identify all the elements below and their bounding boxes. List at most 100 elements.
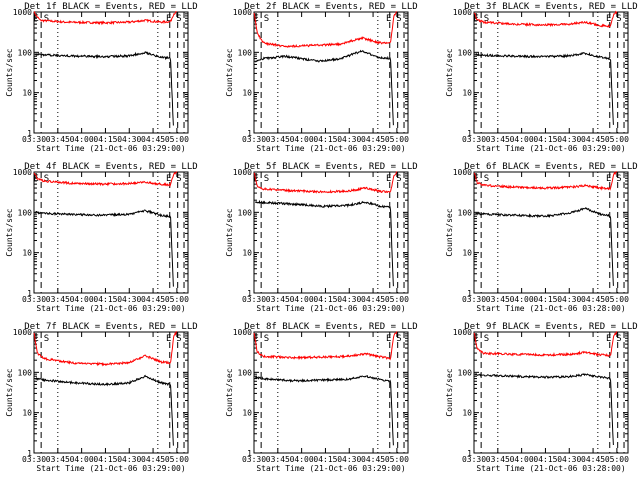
y-axis-label: Counts/sec — [225, 208, 234, 256]
lld-series-line — [33, 10, 178, 26]
x-tick-label: 04:45 — [581, 455, 605, 464]
x-tick-label: 04:15 — [93, 455, 117, 464]
annotation-s: S — [396, 334, 401, 344]
lld-series-line — [473, 331, 618, 358]
annotation-e: E — [253, 334, 258, 344]
annotation-s: S — [616, 14, 621, 24]
x-tick-label: 04:15 — [313, 135, 337, 144]
y-tick-label: 1000 — [453, 8, 472, 17]
x-tick-label: 03:45 — [486, 295, 510, 304]
annotation-e: E — [253, 174, 258, 184]
chart-title: Det 1f BLACK = Events, RED = LLD — [24, 2, 197, 12]
annotation-e: E — [253, 14, 258, 24]
chart-panel-9: Det 9f BLACK = Events, RED = LLD 1 10 100 10… — [445, 322, 638, 473]
y-tick-label: 10 — [242, 409, 252, 418]
annotation-s: S — [396, 174, 401, 184]
y-tick-label: 100 — [18, 48, 33, 57]
x-tick-label: 03:45 — [46, 295, 70, 304]
y-tick-label: 10 — [22, 89, 32, 98]
chart-title: Det 7f BLACK = Events, RED = LLD — [24, 322, 197, 332]
y-tick-label: 100 — [238, 368, 253, 377]
annotation-e: E — [386, 174, 391, 184]
lld-series-line — [253, 331, 398, 361]
events-series-line — [255, 199, 394, 287]
chart-panel-5: Det 5f BLACK = Events, RED = LLD 1 10 100 10… — [225, 162, 418, 313]
y-tick-label: 1 — [247, 129, 252, 138]
x-tick-label: 03:30 — [22, 455, 46, 464]
plot-frame — [473, 331, 629, 454]
x-tick-label: 04:15 — [93, 135, 117, 144]
annotation-e: E — [606, 14, 611, 24]
annotation-s: S — [264, 14, 269, 24]
y-tick-label: 1000 — [13, 168, 32, 177]
x-tick-label: 03:30 — [242, 455, 266, 464]
y-axis-label: Counts/sec — [225, 368, 234, 416]
chart-panel-3: Det 3f BLACK = Events, RED = LLD 1 10 100 10… — [445, 2, 638, 153]
y-tick-label: 1000 — [233, 168, 252, 177]
annotation-e: E — [386, 14, 391, 24]
x-axis-label: Start Time (21-Oct-06 03:29:00) — [256, 464, 405, 473]
y-tick-label: 1 — [27, 289, 32, 298]
x-tick-label: 05:00 — [605, 455, 629, 464]
y-tick-label: 1 — [247, 449, 252, 458]
events-series-line — [475, 51, 614, 125]
chart-title: Det 8f BLACK = Events, RED = LLD — [244, 322, 417, 332]
y-tick-label: 100 — [238, 208, 253, 217]
x-tick-label: 05:00 — [605, 295, 629, 304]
plot-frame — [33, 331, 189, 454]
x-tick-label: 03:45 — [46, 455, 70, 464]
y-tick-label: 1 — [27, 129, 32, 138]
x-tick-label: 03:30 — [22, 295, 46, 304]
y-tick-label: 10 — [462, 249, 472, 258]
x-tick-label: 04:45 — [361, 135, 385, 144]
x-tick-label: 03:30 — [462, 295, 486, 304]
plot-frame — [33, 11, 189, 134]
x-tick-label: 05:00 — [385, 295, 409, 304]
lld-series-line — [253, 11, 398, 49]
x-tick-label: 05:00 — [385, 135, 409, 144]
x-axis-label: Start Time (21-Oct-06 03:29:00) — [36, 464, 185, 473]
x-tick-label: 04:15 — [533, 455, 557, 464]
events-series-line — [255, 49, 394, 126]
x-tick-label: 03:45 — [266, 135, 290, 144]
y-tick-label: 10 — [242, 249, 252, 258]
plot-frame — [473, 11, 629, 134]
x-tick-label: 04:45 — [361, 295, 385, 304]
chart-title: Det 4f BLACK = Events, RED = LLD — [24, 162, 197, 172]
x-axis-label: Start Time (21-Oct-06 03:28:00) — [476, 464, 625, 473]
annotation-e: E — [33, 174, 38, 184]
x-tick-label: 03:30 — [242, 135, 266, 144]
y-axis-label: Counts/sec — [445, 368, 454, 416]
y-tick-label: 100 — [18, 208, 33, 217]
x-axis-label: Start Time (21-Oct-06 03:29:00) — [256, 144, 405, 153]
x-tick-label: 04:15 — [533, 135, 557, 144]
x-axis-label: Start Time (21-Oct-06 03:29:00) — [476, 144, 625, 153]
x-tick-label: 03:45 — [266, 455, 290, 464]
y-axis-label: Counts/sec — [445, 48, 454, 96]
annotation-s: S — [176, 174, 181, 184]
x-tick-label: 05:00 — [605, 135, 629, 144]
annotation-e: E — [606, 334, 611, 344]
events-series-line — [35, 209, 174, 287]
x-axis-label: Start Time (21-Oct-06 03:29:00) — [36, 304, 185, 313]
x-tick-label: 05:00 — [165, 455, 189, 464]
x-tick-label: 05:00 — [165, 295, 189, 304]
chart-panel-4: Det 4f BLACK = Events, RED = LLD 1 10 100 10… — [5, 162, 198, 313]
annotation-s: S — [264, 334, 269, 344]
y-tick-label: 1000 — [13, 328, 32, 337]
chart-panel-7: Det 7f BLACK = Events, RED = LLD 1 10 100 10… — [5, 322, 198, 473]
x-tick-label: 04:30 — [117, 135, 141, 144]
x-tick-label: 04:00 — [290, 455, 314, 464]
y-tick-label: 10 — [462, 409, 472, 418]
events-series-line — [255, 374, 394, 446]
annotation-s: S — [176, 14, 181, 24]
x-tick-label: 04:45 — [361, 455, 385, 464]
lld-series-line — [473, 10, 618, 28]
annotation-e: E — [33, 14, 38, 24]
y-tick-label: 1 — [467, 449, 472, 458]
annotation-s: S — [484, 174, 489, 184]
x-tick-label: 04:15 — [313, 295, 337, 304]
plot-frame — [33, 171, 189, 294]
y-tick-label: 10 — [242, 89, 252, 98]
x-tick-label: 04:45 — [141, 295, 165, 304]
